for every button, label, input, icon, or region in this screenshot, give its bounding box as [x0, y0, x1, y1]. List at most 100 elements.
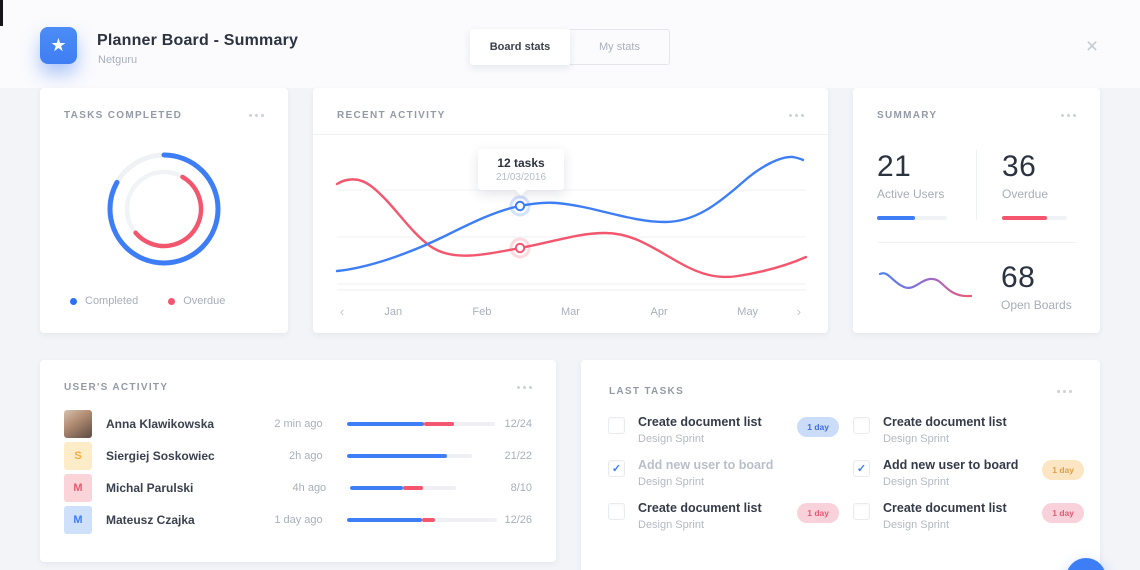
user-activity-row[interactable]: M Michal Parulski 4h ago 8/10	[64, 472, 532, 504]
user-activity-row[interactable]: M Mateusz Czajka 1 day ago 12/26	[64, 504, 532, 536]
user-time: 4h ago	[292, 482, 327, 494]
tab-my-stats[interactable]: My stats	[570, 29, 670, 65]
add-task-fab[interactable]	[1066, 558, 1106, 570]
red-point-halo	[509, 237, 531, 259]
user-name: Michal Parulski	[106, 481, 194, 495]
axis-label-mar: Mar	[561, 305, 580, 318]
blue-data-point	[514, 200, 526, 212]
user-ratio: 21/22	[504, 450, 532, 462]
user-ratio: 8/10	[510, 482, 533, 494]
stat-active-users: 21 Active Users	[877, 150, 976, 220]
overdue-value: 36	[1002, 150, 1037, 183]
task-item[interactable]: ✓ Add new user to board Design Sprint	[608, 458, 839, 488]
task-item[interactable]: Create document list Design Sprint 1 day	[853, 501, 1084, 531]
chart-tooltip: 12 tasks 21/03/2016	[478, 149, 564, 190]
stat-open-boards: 68 Open Boards	[976, 261, 1072, 312]
tab-board-stats[interactable]: Board stats	[470, 29, 570, 65]
task-project: Design Sprint	[883, 476, 950, 488]
user-progress-bar	[346, 422, 495, 426]
users-activity-card: USER'S ACTIVITY Anna Klawikowska 2 min a…	[40, 360, 556, 562]
card-menu-icon[interactable]	[249, 110, 264, 121]
user-time: 2h ago	[288, 450, 323, 462]
overdue-label: Overdue	[1002, 187, 1049, 201]
checkbox-unchecked[interactable]	[853, 503, 870, 520]
task-project: Design Sprint	[638, 476, 705, 488]
legend-completed: Completed	[70, 295, 138, 307]
tooltip-date: 21/03/2016	[495, 172, 547, 183]
tooltip-value: 12 tasks	[497, 156, 545, 170]
user-time: 1 day ago	[274, 514, 323, 526]
axis-label-apr: Apr	[650, 305, 668, 318]
active-users-value: 21	[877, 150, 912, 183]
board-app-icon[interactable]: ★	[40, 27, 77, 64]
task-title: Add new user to board	[883, 458, 1019, 472]
user-name: Mateusz Czajka	[106, 513, 195, 527]
task-title: Add new user to board	[638, 458, 774, 472]
legend-overdue-label: Overdue	[183, 295, 226, 307]
avatar-initial: S	[64, 442, 92, 470]
chevron-right-icon[interactable]: ›	[796, 304, 802, 319]
task-item[interactable]: Create document list Design Sprint 1 day	[608, 501, 839, 531]
task-project: Design Sprint	[883, 519, 950, 531]
chart-x-axis: ‹ Jan Feb Mar Apr May ›	[313, 304, 828, 319]
tasks-donut-chart	[99, 144, 229, 274]
card-menu-icon[interactable]	[789, 110, 804, 121]
summary-card: SUMMARY 21 Active Users 36 Overdue	[853, 88, 1100, 333]
close-icon[interactable]: ×	[1085, 35, 1099, 58]
screen-edge-artifact	[0, 0, 3, 26]
due-badge: 1 day	[797, 417, 839, 437]
recent-activity-card: RECENT ACTIVITY 12 tasks 21/03/2016 ‹ Ja…	[313, 88, 828, 333]
user-time: 2 min ago	[274, 418, 323, 430]
active-users-progress	[877, 216, 947, 220]
task-item[interactable]: Create document list Design Sprint 1 day	[608, 415, 839, 445]
donut-legend: Completed Overdue	[70, 295, 225, 307]
checkbox-checked[interactable]: ✓	[853, 460, 870, 477]
legend-completed-label: Completed	[85, 295, 139, 307]
user-progress-bar	[346, 454, 472, 458]
task-title: Create document list	[638, 501, 762, 515]
task-title: Create document list	[638, 415, 762, 429]
task-item[interactable]: Create document list Design Sprint	[853, 415, 1084, 445]
chevron-left-icon[interactable]: ‹	[339, 304, 345, 319]
activity-line-chart	[335, 155, 808, 291]
checkbox-checked[interactable]: ✓	[608, 460, 625, 477]
task-project: Design Sprint	[883, 433, 950, 445]
card-menu-icon[interactable]	[1061, 110, 1076, 121]
checkbox-unchecked[interactable]	[853, 417, 870, 434]
avatar-initial: M	[64, 506, 92, 534]
overdue-progress	[1002, 216, 1067, 220]
user-ratio: 12/24	[504, 418, 532, 430]
task-project: Design Sprint	[638, 519, 705, 531]
due-badge: 1 day	[797, 503, 839, 523]
task-item[interactable]: ✓ Add new user to board Design Sprint 1 …	[853, 458, 1084, 488]
user-progress-bar	[350, 486, 457, 490]
due-badge: 1 day	[1042, 460, 1084, 480]
card-menu-icon[interactable]	[517, 382, 532, 393]
user-progress-bar	[346, 518, 497, 522]
axis-label-feb: Feb	[472, 305, 492, 318]
user-ratio: 12/26	[504, 514, 532, 526]
axis-label-jan: Jan	[384, 305, 403, 318]
task-title: Create document list	[883, 415, 1007, 429]
open-boards-value: 68	[1001, 261, 1036, 294]
user-activity-row[interactable]: Anna Klawikowska 2 min ago 12/24	[64, 408, 532, 440]
card-title: SUMMARY	[877, 110, 938, 121]
user-name: Siergiej Soskowiec	[106, 449, 215, 463]
card-menu-icon[interactable]	[1057, 386, 1072, 397]
card-title: USER'S ACTIVITY	[64, 382, 169, 393]
open-boards-label: Open Boards	[1001, 298, 1072, 312]
user-activity-row[interactable]: S Siergiej Soskowiec 2h ago 21/22	[64, 440, 532, 472]
user-name: Anna Klawikowska	[106, 417, 215, 431]
card-title: LAST TASKS	[609, 386, 685, 397]
checkbox-unchecked[interactable]	[608, 417, 625, 434]
overdue-dot-icon	[168, 297, 176, 305]
due-badge: 1 day	[1042, 503, 1084, 523]
avatar-photo	[64, 410, 92, 438]
star-icon: ★	[50, 35, 67, 55]
blue-point-halo	[509, 195, 531, 217]
page-title: Planner Board - Summary	[97, 32, 299, 49]
header-band	[0, 0, 1140, 88]
stat-overdue: 36 Overdue	[976, 150, 1076, 220]
checkbox-unchecked[interactable]	[608, 503, 625, 520]
